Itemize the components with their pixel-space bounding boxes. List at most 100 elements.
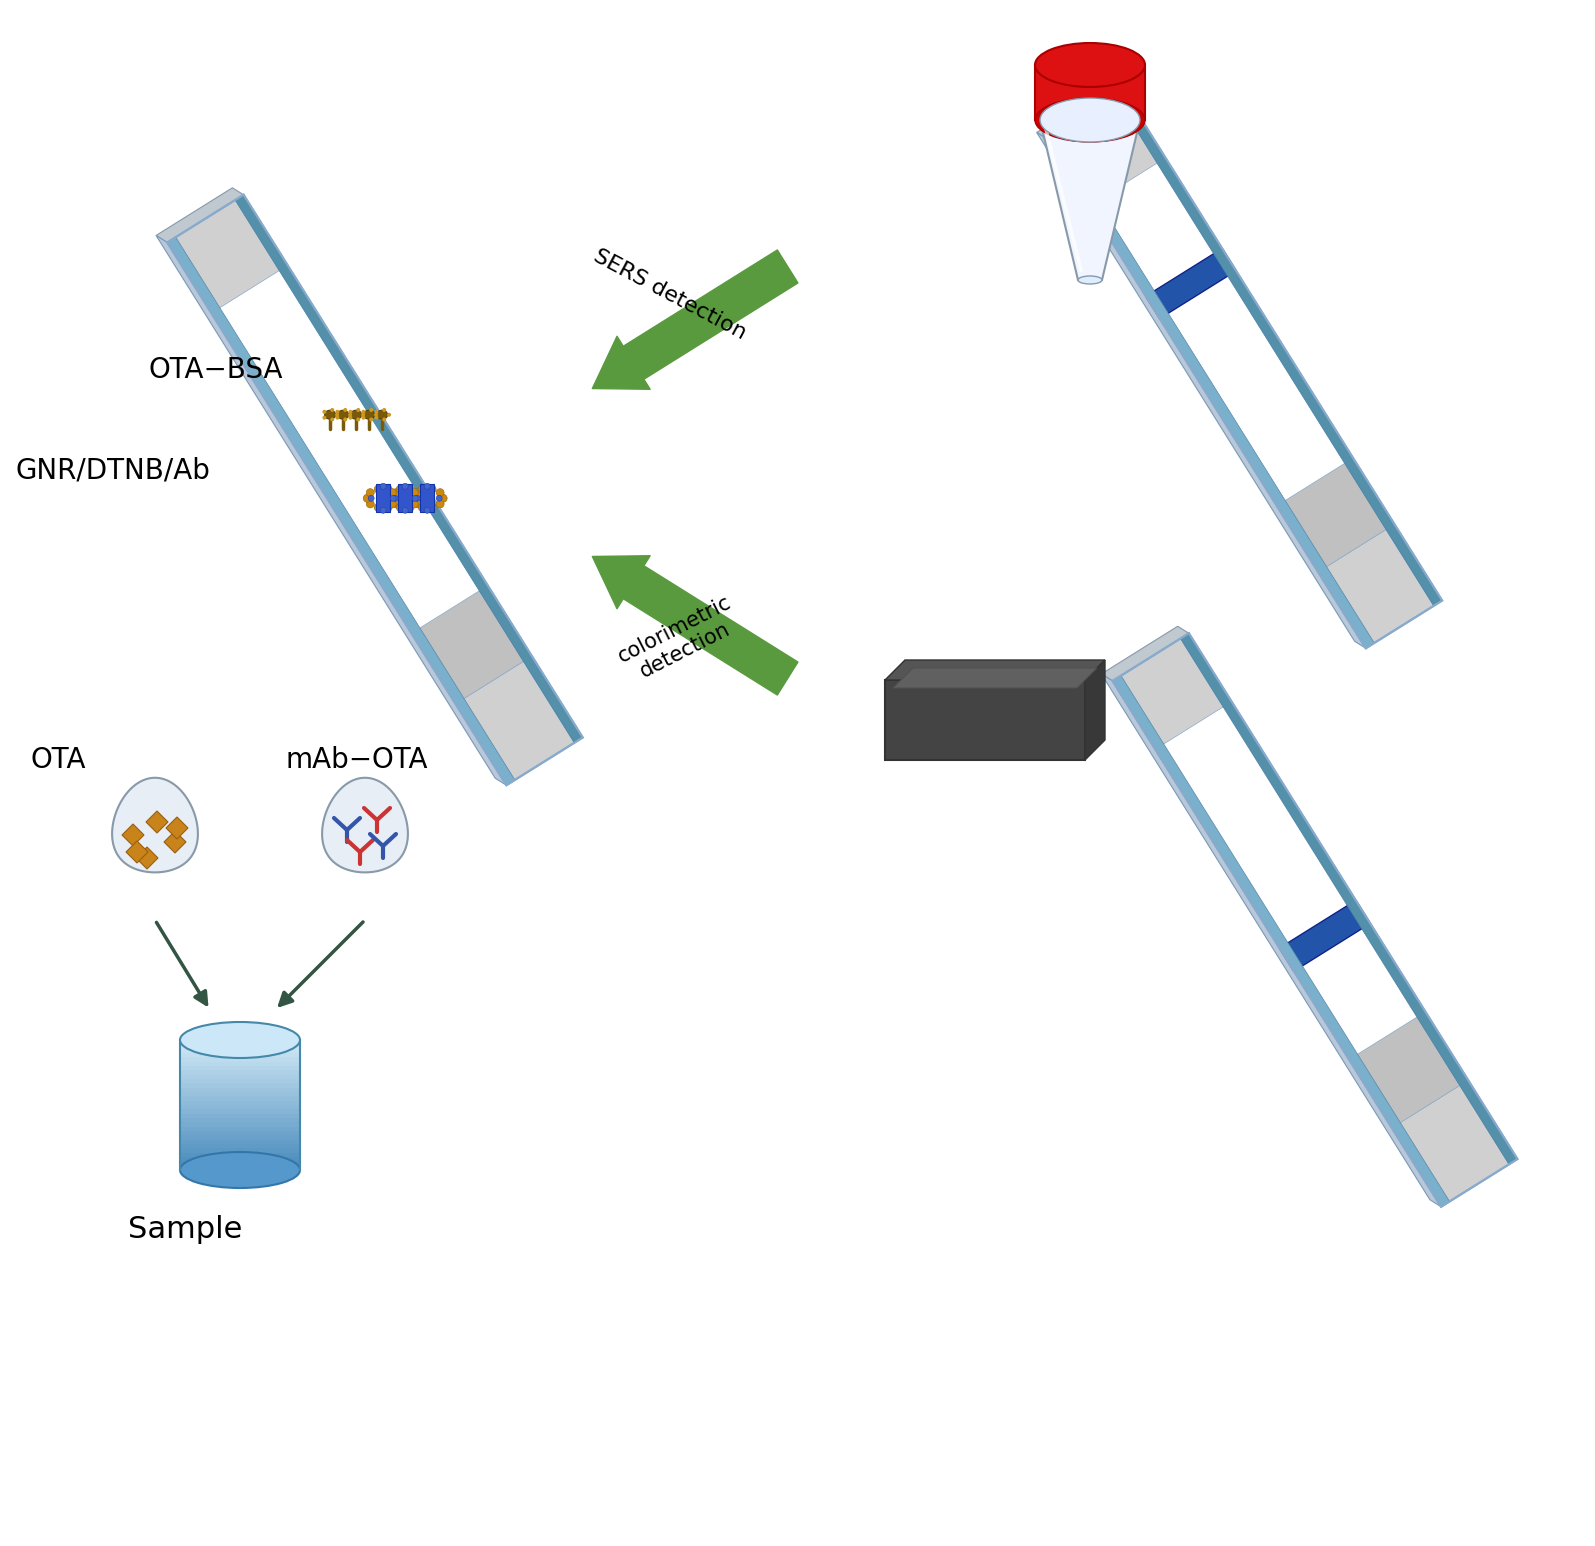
Circle shape (362, 410, 365, 414)
Polygon shape (121, 824, 144, 846)
Circle shape (392, 495, 399, 501)
Polygon shape (180, 1153, 300, 1156)
Polygon shape (1113, 676, 1450, 1207)
Circle shape (362, 416, 365, 419)
Polygon shape (180, 1084, 300, 1088)
Polygon shape (180, 1132, 300, 1135)
Polygon shape (167, 237, 515, 785)
Polygon shape (893, 668, 1097, 688)
Circle shape (396, 495, 404, 502)
Circle shape (335, 410, 340, 414)
Circle shape (388, 489, 396, 496)
Polygon shape (180, 1101, 300, 1105)
Circle shape (322, 416, 327, 419)
Circle shape (348, 410, 352, 414)
Polygon shape (180, 1113, 300, 1118)
Polygon shape (180, 1053, 300, 1057)
Circle shape (375, 413, 378, 417)
Circle shape (439, 495, 447, 502)
Polygon shape (322, 778, 408, 872)
Circle shape (402, 484, 408, 489)
Circle shape (392, 499, 400, 509)
Circle shape (384, 485, 392, 493)
Circle shape (388, 499, 396, 509)
Circle shape (418, 495, 426, 502)
Text: SERS detection: SERS detection (590, 246, 750, 343)
Polygon shape (419, 484, 434, 512)
Circle shape (330, 408, 335, 411)
Ellipse shape (376, 410, 388, 419)
Polygon shape (180, 1118, 300, 1122)
Text: mAb−OTA: mAb−OTA (286, 747, 427, 775)
Polygon shape (1048, 91, 1442, 648)
Ellipse shape (325, 410, 335, 419)
Text: OTA−BSA: OTA−BSA (148, 356, 282, 383)
Circle shape (375, 504, 383, 512)
Ellipse shape (180, 1152, 300, 1187)
Circle shape (396, 504, 404, 512)
Polygon shape (1180, 634, 1517, 1164)
Circle shape (435, 495, 442, 501)
Polygon shape (180, 1088, 300, 1091)
Polygon shape (1037, 85, 1124, 139)
Polygon shape (234, 195, 582, 742)
Circle shape (348, 416, 352, 419)
Polygon shape (180, 1067, 300, 1070)
Polygon shape (180, 1079, 300, 1084)
Polygon shape (212, 266, 531, 703)
Circle shape (330, 417, 335, 422)
Circle shape (367, 489, 375, 496)
Polygon shape (180, 1062, 300, 1067)
Polygon shape (1102, 674, 1442, 1207)
Circle shape (424, 507, 431, 513)
Circle shape (360, 413, 365, 417)
Polygon shape (166, 816, 188, 839)
Circle shape (384, 504, 392, 512)
Polygon shape (1089, 158, 1394, 572)
Polygon shape (156, 187, 244, 243)
Circle shape (391, 495, 396, 501)
Polygon shape (180, 1166, 300, 1170)
Polygon shape (885, 680, 1085, 761)
Polygon shape (1279, 900, 1370, 971)
Polygon shape (180, 1048, 300, 1053)
Circle shape (427, 485, 435, 493)
Polygon shape (180, 1057, 300, 1062)
Polygon shape (180, 1070, 300, 1074)
Polygon shape (180, 1161, 300, 1166)
Ellipse shape (1035, 43, 1145, 87)
Polygon shape (180, 1110, 300, 1113)
Circle shape (415, 489, 423, 496)
Polygon shape (376, 484, 391, 512)
Ellipse shape (180, 1022, 300, 1057)
Polygon shape (180, 1156, 300, 1161)
Circle shape (375, 485, 383, 493)
Circle shape (335, 416, 340, 419)
Ellipse shape (1035, 97, 1145, 142)
Circle shape (392, 489, 400, 496)
Polygon shape (180, 1074, 300, 1079)
FancyArrowPatch shape (592, 555, 798, 696)
Circle shape (356, 417, 360, 422)
Circle shape (364, 495, 372, 502)
Polygon shape (1145, 249, 1236, 318)
Ellipse shape (1040, 97, 1140, 142)
Ellipse shape (351, 410, 362, 419)
Polygon shape (412, 586, 531, 703)
Circle shape (427, 504, 435, 512)
Text: GNR/DTNB/Ab: GNR/DTNB/Ab (14, 456, 211, 484)
Polygon shape (156, 235, 506, 785)
Polygon shape (1349, 1011, 1467, 1129)
Polygon shape (112, 778, 198, 872)
Polygon shape (180, 1135, 300, 1139)
Polygon shape (1116, 91, 1442, 606)
Circle shape (343, 408, 348, 411)
Circle shape (410, 499, 418, 509)
Polygon shape (1113, 634, 1517, 1207)
Polygon shape (180, 1139, 300, 1144)
Polygon shape (180, 1144, 300, 1149)
Circle shape (407, 504, 415, 512)
Ellipse shape (364, 410, 375, 419)
Circle shape (388, 413, 391, 417)
Polygon shape (1276, 458, 1394, 572)
